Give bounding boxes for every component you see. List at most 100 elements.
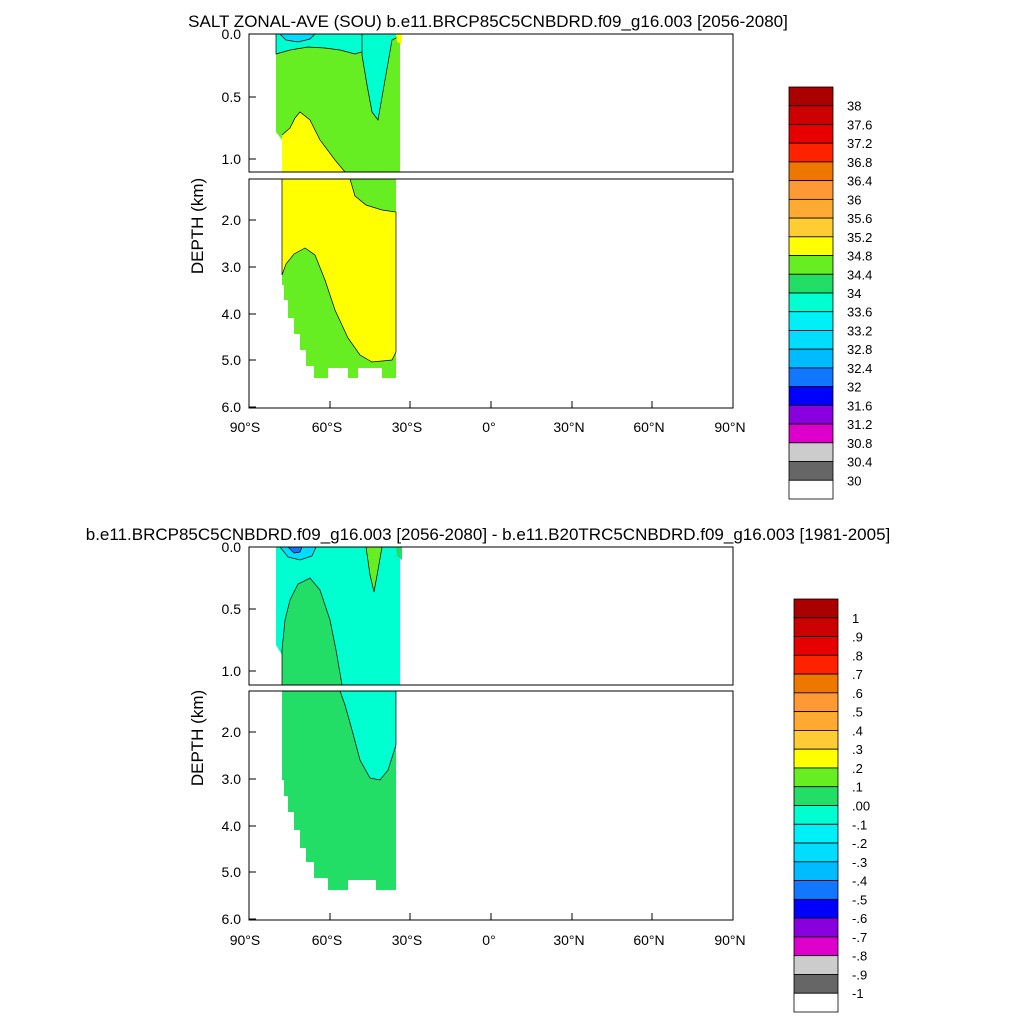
panel1-xtick-1: 60°S [312,419,343,435]
colorbar-swatch [788,311,834,331]
colorbar-swatch [788,124,834,144]
panel2-lower-field [282,691,397,890]
colorbar-swatch [793,805,839,825]
panel2-ytick-0: 0.0 [222,539,242,555]
colorbar-label: 30.8 [847,436,872,451]
colorbar-label: 36.4 [847,174,872,189]
colorbar-swatch [788,86,834,107]
panel1-upper-field [275,34,402,172]
colorbar-swatch [788,161,834,182]
panel2-ylabel: DEPTH (km) [188,690,207,786]
colorbar-swatch [793,823,839,844]
colorbar-swatch [793,636,839,656]
colorbar-swatch [788,180,834,200]
colorbar-label: -.6 [852,911,867,926]
panel2-xtick-0: 90°S [230,932,261,948]
panel1-ylabel: DEPTH (km) [188,178,207,274]
panel2-east-edge-green [396,547,402,560]
colorbar-label: 32 [847,380,861,395]
colorbar-label: -.5 [852,892,867,907]
panel2-ytick-5: 4.0 [222,818,242,834]
colorbar-swatch [788,404,834,425]
panel1-upper-frame [248,33,734,173]
colorbar-swatch [793,992,839,1013]
colorbar-swatch [793,767,839,788]
panel2-ytick-4: 3.0 [222,771,242,787]
panel2-ytick-1: 0.5 [222,601,242,617]
colorbar-label: -1 [852,986,864,1001]
colorbar-swatch [793,711,839,731]
panel2-upper-field [276,547,402,685]
colorbar-swatch [788,461,834,481]
panel1-upper-yellow-region [282,112,345,172]
panel2-y-ticks [249,546,256,920]
colorbar-swatch [793,748,839,769]
colorbar-swatch [788,367,834,388]
colorbar-label: 34.8 [847,249,872,264]
panel1-xtick-5: 60°N [633,419,664,435]
colorbar-label: 33.6 [847,305,872,320]
colorbar-label: 37.6 [847,117,872,132]
colorbar-swatch [793,974,839,994]
colorbar-label: 33.2 [847,323,872,338]
panel1-xtick-3: 0° [482,419,495,435]
panel2-x-ticks [248,913,734,920]
panel2-x-tick-labels: 90°S 60°S 30°S 0° 30°N 60°N 90°N [230,932,746,948]
colorbar-label: .4 [852,723,863,738]
panel1-ytick-1: 0.5 [222,89,242,105]
colorbar-swatch [788,198,834,219]
colorbar-swatch [793,936,839,957]
panel2-title: b.e11.BRCP85C5CNBDRD.f09_g16.003 [2056-2… [86,525,891,544]
colorbar-label: -.2 [852,836,867,851]
colorbar-label: .1 [852,780,863,795]
panel2-y-tick-labels: 0.0 0.5 1.0 2.0 3.0 4.0 5.0 6.0 [222,539,242,927]
colorbar-swatch [793,617,839,637]
panel1-ytick-7: 6.0 [222,399,242,415]
colorbar-label: 32.4 [847,361,872,376]
colorbar-label: 30.4 [847,455,872,470]
panel2-ytick-3: 2.0 [222,724,242,740]
colorbar-label: .00 [852,799,870,814]
panel1-x-tick-labels: 90°S 60°S 30°S 0° 30°N 60°N 90°N [230,419,746,435]
panel2-colorbar: 1 .9 .8 .7 .6 .5 .4 .3 .2 .1 .00 -.1 -.2 -.3 -.4 -.5 -.6… [793,598,870,1013]
panel2-ytick-2: 1.0 [222,663,242,679]
colorbar-swatch [793,598,839,619]
panel1-upper-contour [281,111,346,172]
colorbar-label: 1 [852,611,859,626]
colorbar-label: .5 [852,705,863,720]
colorbar-label: .9 [852,630,863,645]
colorbar-label: 32.8 [847,342,872,357]
panel1-xtick-6: 90°N [714,419,745,435]
panel2-xtick-5: 60°N [633,932,664,948]
panel1-surface-pocket [279,34,316,43]
panel2-upper-frame [248,546,734,686]
panel2-upper-green-region [281,577,343,685]
colorbar-swatch [793,692,839,713]
panel2-xtick-2: 30°S [392,932,423,948]
colorbar-swatch [793,955,839,975]
colorbar-label: 34 [847,286,861,301]
panel1-lower-field [281,179,397,378]
panel1-ytick-3: 2.0 [222,212,242,228]
panel1-ytick-5: 4.0 [222,306,242,322]
colorbar-label: 38 [847,99,861,114]
colorbar-swatch [788,330,834,350]
panel2-xtick-4: 30°N [553,932,584,948]
panel2-surface-min-outer [279,547,317,561]
colorbar-label: 34.4 [847,267,872,282]
panel1-lower-yellow-region [281,179,397,363]
colorbar-swatch [788,386,834,406]
colorbar-swatch [788,348,834,369]
panel1-title: SALT ZONAL-AVE (SOU) b.e11.BRCP85C5CNBDR… [188,12,788,31]
colorbar-swatch [793,917,839,938]
colorbar-label: .7 [852,667,863,682]
colorbar-swatch [788,236,834,256]
panel2-ytick-6: 5.0 [222,864,242,880]
colorbar-label: -.1 [852,817,867,832]
colorbar-label: .8 [852,648,863,663]
colorbar-swatch [788,273,834,294]
colorbar-label: .2 [852,761,863,776]
panel2-xtick-1: 60°S [312,932,343,948]
colorbar-swatch [788,217,834,238]
